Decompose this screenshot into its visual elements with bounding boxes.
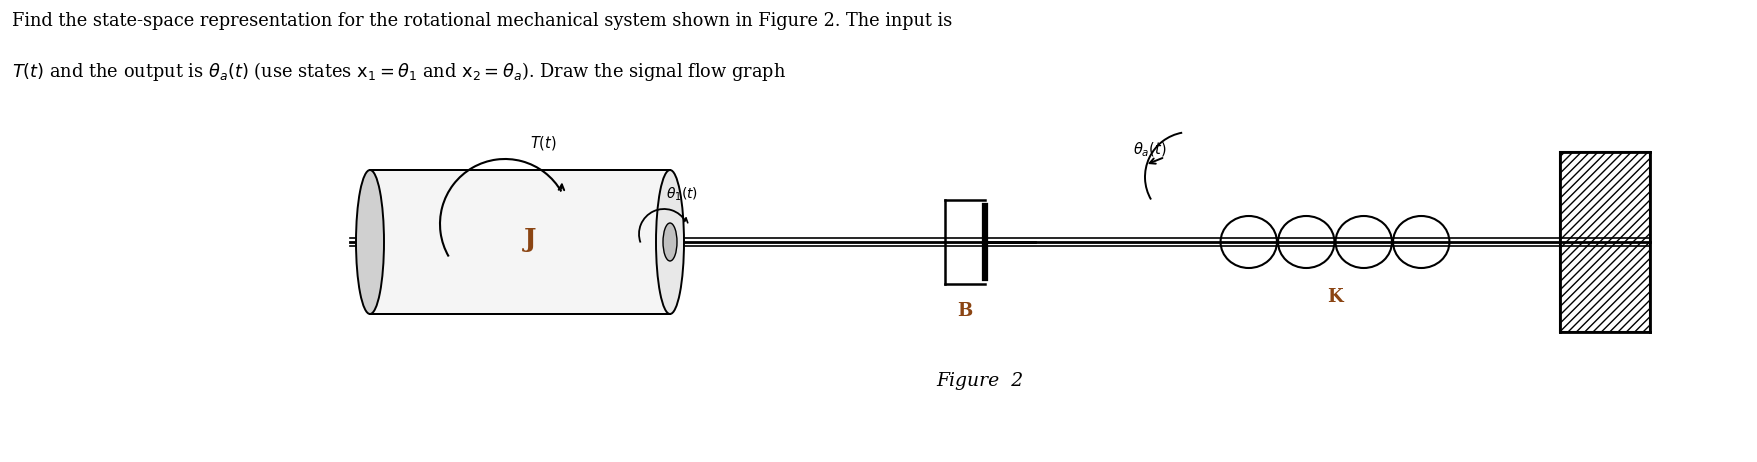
Text: Find the state-space representation for the rotational mechanical system shown i: Find the state-space representation for …	[12, 12, 952, 30]
Ellipse shape	[662, 223, 676, 261]
Ellipse shape	[655, 170, 683, 314]
Text: B: B	[958, 302, 973, 320]
Text: $\theta_1(t)$: $\theta_1(t)$	[666, 186, 698, 203]
Bar	[371, 170, 669, 314]
Text: $T(t)$ and the output is $\theta_a(t)$ (use states $\mathrm{x_1}{=}\theta_1$ and: $T(t)$ and the output is $\theta_a(t)$ (…	[12, 60, 785, 83]
Text: J: J	[524, 227, 536, 253]
Text: $\theta_a(t)$: $\theta_a(t)$	[1133, 140, 1167, 159]
Text: $T(t)$: $T(t)$	[529, 134, 557, 152]
Text: K: K	[1327, 288, 1342, 306]
Bar	[1560, 152, 1650, 332]
Ellipse shape	[357, 170, 385, 314]
Text: Figure  2: Figure 2	[936, 372, 1024, 390]
